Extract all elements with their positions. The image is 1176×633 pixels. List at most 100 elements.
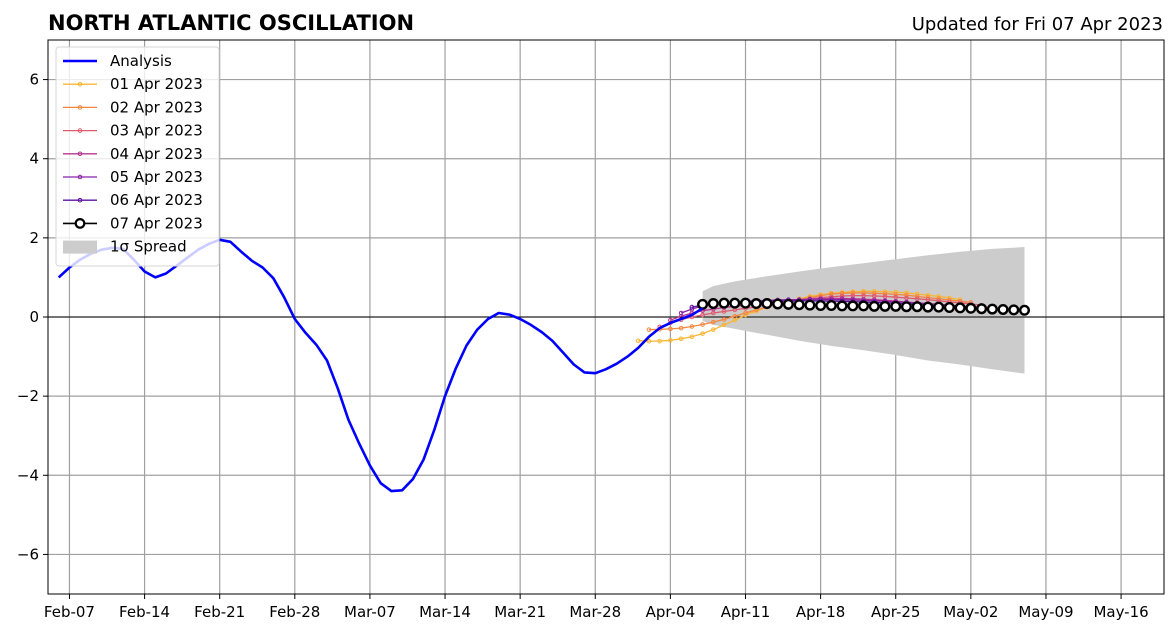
legend-item: 04 Apr 2023 (63, 145, 203, 163)
chart-title: NORTH ATLANTIC OSCILLATION (48, 11, 414, 35)
series-point (850, 290, 856, 296)
series-point (729, 297, 741, 309)
series-point (829, 291, 834, 297)
series-point (689, 304, 695, 310)
legend-label: 05 Apr 2023 (110, 168, 203, 186)
series-point (700, 331, 705, 336)
series-point (689, 324, 695, 329)
y-tick-label: 4 (29, 150, 39, 168)
series-point (965, 302, 977, 314)
legend-marker (77, 174, 83, 180)
series-point (911, 301, 923, 313)
legend-item: 01 Apr 2023 (63, 75, 203, 93)
x-tick-label: Feb-28 (269, 603, 320, 621)
series-point (997, 303, 1009, 315)
legend-item: 07 Apr 2023 (63, 214, 203, 232)
legend-label: 07 Apr 2023 (110, 214, 203, 232)
x-axis-ticks: Feb-07 Feb-14 Feb-21 Feb-28 Mar-07 Mar-14 Mar-… (44, 594, 1149, 621)
legend-label: 01 Apr 2023 (110, 75, 203, 93)
series-point (678, 325, 684, 331)
x-tick-label: May-09 (1018, 603, 1073, 621)
series-point (890, 300, 902, 312)
series-point (976, 303, 988, 315)
series-point (825, 300, 837, 312)
series-point (839, 290, 845, 296)
legend-marker (77, 81, 83, 87)
legend-marker (77, 128, 83, 133)
x-tick-label: Apr-11 (721, 603, 771, 621)
series-point (882, 291, 888, 296)
legend-item: Analysis (63, 52, 172, 70)
x-tick-label: Apr-18 (796, 603, 846, 621)
series-point (900, 301, 912, 313)
series-point (657, 338, 662, 344)
series-point (732, 313, 738, 319)
x-tick-label: Mar-07 (344, 603, 396, 621)
series-point (871, 290, 877, 296)
series-point (711, 319, 716, 325)
series-point (772, 298, 784, 310)
legend-label: 03 Apr 2023 (110, 122, 203, 140)
x-tick-label: Apr-04 (646, 603, 696, 621)
series-point (668, 338, 673, 343)
forecast-series (635, 288, 1031, 344)
series-point (646, 327, 652, 332)
series-point (711, 327, 716, 332)
series-point (804, 299, 816, 311)
series-point (879, 300, 891, 312)
legend-swatch (63, 240, 97, 254)
y-tick-label: −6 (17, 545, 39, 563)
y-axis-ticks: −6 −4 −2 0 2 4 6 (17, 71, 48, 563)
analysis-series (57, 238, 704, 493)
series-point (700, 312, 705, 318)
series-point (861, 290, 866, 296)
series-point (689, 334, 695, 340)
series-point (793, 299, 805, 311)
legend-label: 04 Apr 2023 (110, 145, 203, 163)
series-point (678, 310, 684, 316)
legend-marker (77, 197, 83, 203)
series-point (697, 298, 709, 310)
series-point (904, 292, 909, 298)
series-point (740, 297, 752, 309)
legend: Analysis 01 Apr 2023 02 Apr 2023 03 Apr 202… (55, 46, 220, 267)
series-point (986, 303, 998, 315)
series-point (815, 300, 827, 312)
x-tick-label: Feb-14 (119, 603, 170, 621)
series-point (858, 300, 870, 312)
series-point (646, 338, 652, 344)
series-point (707, 298, 719, 310)
legend-marker (74, 217, 86, 229)
series-point (893, 292, 899, 297)
series-point (954, 302, 966, 314)
legend-marker (77, 105, 83, 110)
series-point (721, 317, 727, 322)
series-point (847, 300, 859, 312)
series-point (836, 300, 848, 312)
y-tick-label: 2 (29, 229, 39, 247)
chart-subtitle: Updated for Fri 07 Apr 2023 (912, 14, 1163, 35)
legend-item: 05 Apr 2023 (63, 168, 203, 186)
x-tick-label: May-16 (1093, 603, 1148, 621)
x-tick-label: May-02 (943, 603, 998, 621)
series-point (782, 298, 794, 310)
series-point (1008, 304, 1020, 316)
x-tick-label: Mar-28 (569, 603, 621, 621)
analysis-line (57, 238, 704, 493)
series-point (868, 300, 880, 312)
legend-item: 03 Apr 2023 (63, 122, 203, 140)
legend-label: 02 Apr 2023 (110, 98, 203, 116)
legend-marker (77, 151, 83, 157)
series-point (761, 298, 773, 310)
legend-label: Analysis (110, 52, 172, 70)
series-point (943, 302, 955, 314)
series-point (700, 322, 705, 327)
series-point (635, 338, 641, 344)
legend-item: 1σ Spread (63, 238, 187, 256)
y-tick-label: −2 (17, 387, 39, 405)
x-tick-label: Mar-14 (419, 603, 471, 621)
legend-label: 1σ Spread (110, 238, 187, 256)
legend-item: 02 Apr 2023 (63, 98, 203, 116)
y-tick-label: 0 (29, 308, 39, 326)
y-tick-label: 6 (29, 71, 39, 89)
